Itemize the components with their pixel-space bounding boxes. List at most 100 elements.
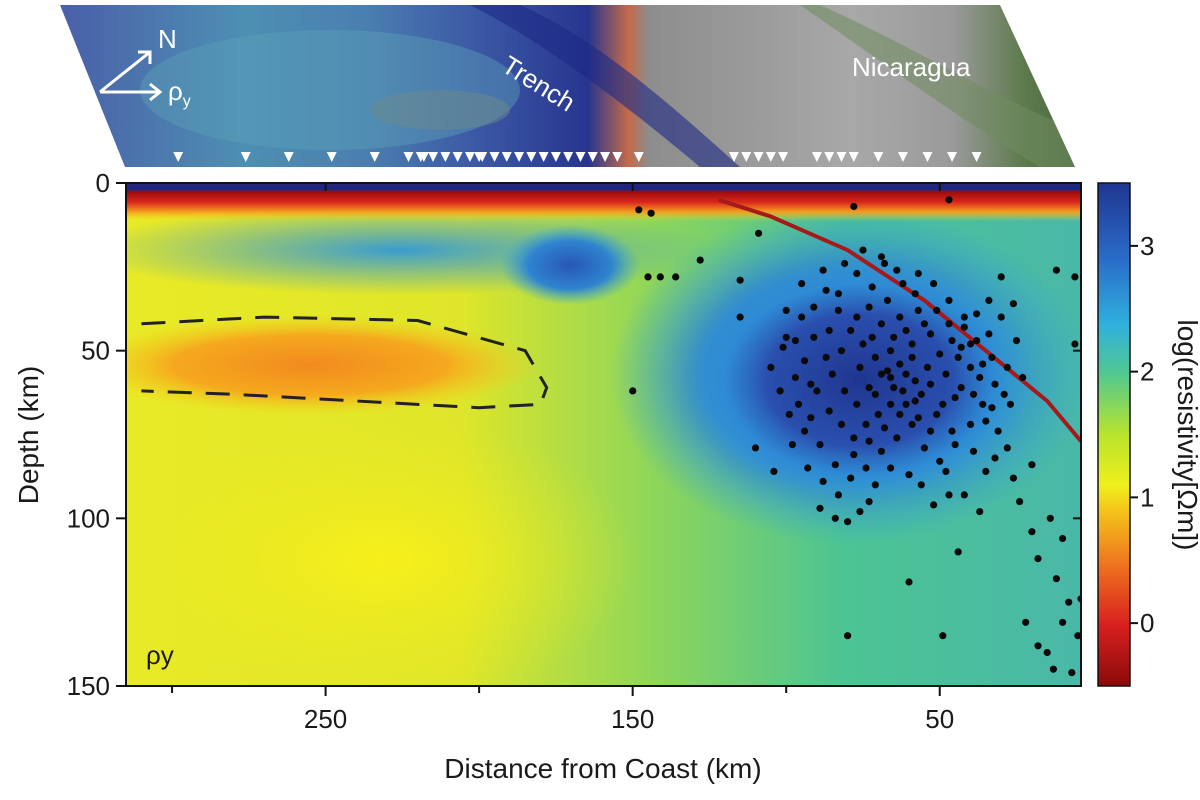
station-marker — [873, 152, 884, 162]
earthquake-point — [920, 320, 929, 328]
earthquake-point — [825, 407, 833, 415]
earthquake-point — [785, 410, 793, 418]
earthquake-point — [1071, 340, 1079, 348]
earthquake-point — [816, 504, 824, 512]
station-marker — [971, 152, 982, 162]
earthquake-point — [887, 347, 895, 355]
earthquake-point — [837, 347, 846, 355]
station-marker — [836, 152, 847, 162]
earthquake-point — [736, 276, 744, 284]
earthquake-point — [801, 357, 809, 365]
earthquake-point — [991, 454, 999, 462]
colorbar-tick-label: 1 — [1140, 482, 1154, 512]
earthquake-point — [887, 373, 895, 382]
trench-shading — [470, 5, 740, 167]
slab-resistor-core — [690, 260, 1030, 500]
y-axis-title: Depth (km) — [13, 366, 44, 504]
shallow-shelf-shading — [140, 30, 520, 150]
panel-label: ρy — [146, 640, 174, 670]
earthquake-point — [1068, 669, 1076, 677]
colorbar-tick-label: 3 — [1140, 231, 1154, 261]
station-marker — [587, 152, 598, 162]
north-label: N — [158, 24, 177, 54]
station-marker — [514, 152, 525, 162]
plot-frame — [125, 182, 1082, 687]
earthquake-point — [865, 384, 873, 392]
earthquake-point — [969, 447, 978, 455]
earthquake-point — [887, 464, 895, 472]
earthquake-point — [841, 259, 849, 268]
station-marker — [765, 152, 776, 162]
station-marker — [633, 152, 644, 162]
earthquake-point — [926, 330, 935, 338]
station-marker — [403, 152, 414, 162]
earthquake-point — [871, 390, 879, 398]
station-marker — [612, 152, 623, 162]
colorbar-tick-label: 2 — [1140, 357, 1154, 387]
earthquake-point — [831, 514, 839, 522]
earthquake-point — [868, 283, 876, 291]
earthquake-point — [905, 578, 913, 586]
station-marker — [741, 152, 752, 162]
country-label: Nicaragua — [852, 52, 971, 82]
earthquake-point — [798, 313, 806, 321]
earthquake-point — [850, 434, 858, 442]
coastline-shading — [800, 5, 1075, 167]
earthquake-point — [841, 387, 849, 395]
earthquake-point — [911, 377, 919, 385]
earthquake-point — [890, 333, 898, 341]
earthquake-point — [847, 474, 855, 482]
earthquake-point — [1049, 665, 1057, 673]
earthquake-point — [954, 353, 962, 361]
earthquake-point — [1022, 618, 1030, 626]
earthquake-point — [908, 340, 916, 348]
earthquake-point — [868, 333, 876, 341]
earthquake-point — [859, 340, 867, 348]
earthquake-point — [966, 420, 975, 428]
earthquake-point — [991, 380, 999, 388]
station-marker — [848, 152, 859, 162]
station-marker — [563, 152, 574, 162]
earthquake-point — [985, 330, 993, 338]
earthquake-point — [914, 414, 922, 422]
rho-subscript: y — [183, 93, 191, 110]
colorbar-title: log(resistivity[Ωm]) — [1172, 320, 1200, 551]
earthquake-point — [794, 400, 803, 408]
earthquake-point — [930, 280, 938, 288]
earthquake-point — [1071, 273, 1079, 281]
earthquake-point — [810, 333, 818, 341]
earthquake-point — [979, 360, 987, 368]
earthquake-point — [960, 323, 968, 331]
station-marker — [477, 152, 488, 162]
colorbar-ticks: 0 1 2 3 — [1130, 231, 1154, 638]
earthquake-point — [1074, 632, 1081, 640]
x-tick-label: 250 — [304, 704, 347, 734]
earthquake-point — [788, 441, 797, 449]
yellow-body — [126, 420, 640, 686]
earthquake-point — [951, 441, 959, 449]
earthquake-point — [917, 390, 925, 398]
earthquake-point — [966, 340, 975, 348]
earthquake-point — [939, 400, 947, 408]
earthquake-point — [899, 280, 907, 288]
earthquake-point — [930, 501, 938, 509]
earthquake-point — [948, 427, 956, 435]
earthquake-point — [751, 444, 760, 452]
y-tick-label: 100 — [67, 503, 110, 533]
earthquake-point — [791, 337, 800, 345]
colorbar: 0 1 2 3 log(resistivity[Ωm]) — [1097, 182, 1200, 687]
earthquake-point — [966, 363, 975, 371]
earthquake-point — [1028, 461, 1036, 469]
earthquake-point — [813, 387, 821, 395]
earthquake-point — [979, 400, 987, 408]
earthquake-point — [1019, 373, 1027, 382]
station-marker — [173, 152, 184, 162]
earthquake-point — [911, 397, 919, 405]
earthquake-point — [945, 491, 953, 499]
earthquake-point — [954, 548, 962, 556]
station-marker — [811, 152, 822, 162]
earthquake-point — [847, 326, 855, 335]
earthquake-point — [908, 420, 916, 428]
station-marker — [778, 152, 789, 162]
